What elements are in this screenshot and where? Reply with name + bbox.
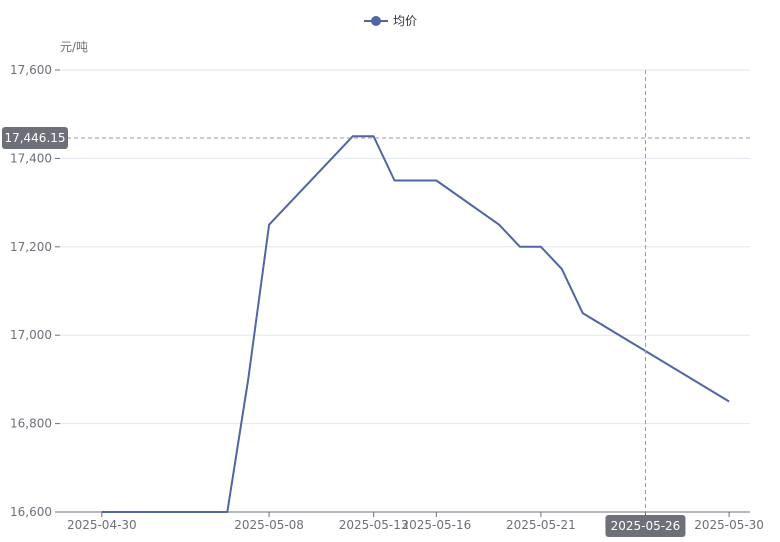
legend-label: 均价	[393, 14, 417, 28]
x-tick-label: 2025-05-30	[694, 518, 764, 532]
y-tick-label: 17,600	[10, 63, 52, 77]
y-tick-label: 16,600	[10, 505, 52, 519]
series-line	[101, 135, 730, 513]
legend[interactable]: 均价	[364, 14, 417, 28]
x-tick-label: 2025-04-30	[67, 518, 137, 532]
x-tick-label: 2025-05-16	[401, 518, 471, 532]
legend-marker	[371, 16, 381, 26]
gridlines	[60, 69, 750, 425]
crosshair-y-label: 17,446.15	[4, 131, 65, 145]
y-axis-unit: 元/吨	[60, 40, 88, 54]
crosshair-x-label-box	[605, 515, 686, 537]
y-tick-label: 16,800	[10, 417, 52, 431]
series-layer	[101, 135, 730, 513]
crosshair: 17,446.15 2025-05-26	[2, 70, 750, 537]
crosshair-x-label: 2025-05-26	[611, 519, 681, 533]
crosshair-y-label-box	[2, 127, 68, 150]
x-tick-label: 2025-05-21	[506, 518, 576, 532]
y-tick-label: 17,400	[10, 151, 52, 165]
x-tick-label: 2025-05-08	[234, 518, 304, 532]
y-tick-label: 17,000	[10, 328, 52, 342]
y-tick-label: 17,200	[10, 240, 52, 254]
y-axis-ticks: 16,600 16,800 17,000 17,200 17,400 17,600	[10, 63, 60, 519]
x-tick-label: 2025-05-13	[339, 518, 409, 532]
